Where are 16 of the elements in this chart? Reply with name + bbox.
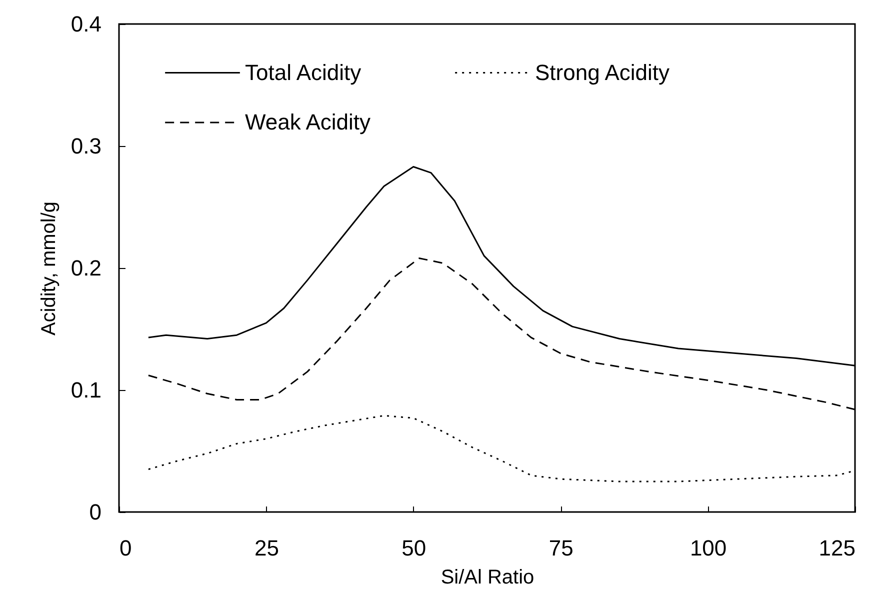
legend-label: Strong Acidity bbox=[535, 60, 670, 85]
x-tick-label: 100 bbox=[690, 536, 727, 560]
y-tick-label: 0.1 bbox=[70, 378, 102, 402]
x-axis-title: Si/Al Ratio bbox=[440, 566, 534, 588]
y-tick-label: 0.3 bbox=[70, 134, 102, 158]
legend-label: Weak Acidity bbox=[245, 110, 371, 134]
x-tick-label: 25 bbox=[254, 536, 279, 560]
x-tick-label: 0 bbox=[120, 536, 132, 560]
y-tick-label: 0 bbox=[89, 500, 102, 524]
y-axis-title: Acidity, mmol/g bbox=[38, 201, 60, 336]
x-tick-label: 75 bbox=[548, 536, 574, 560]
y-tick-label: 0.4 bbox=[70, 12, 102, 36]
x-tick-label: 50 bbox=[402, 536, 426, 560]
legend-label: Total Acidity bbox=[245, 60, 362, 85]
y-tick-label: 0.2 bbox=[70, 256, 102, 280]
x-tick-label: 125 bbox=[818, 536, 856, 560]
